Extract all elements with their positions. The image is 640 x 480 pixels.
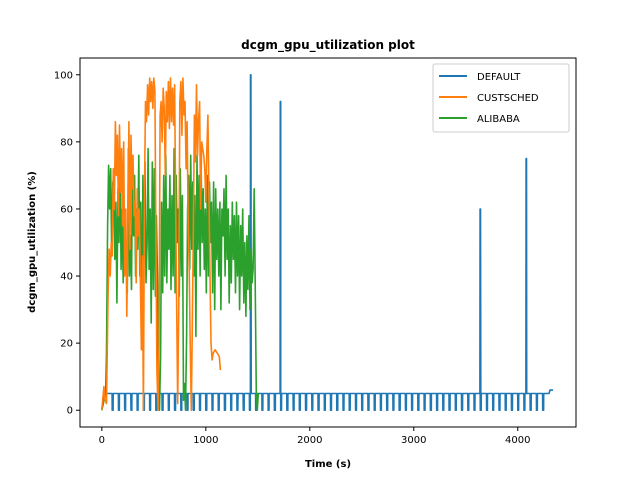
ticks-layer: 0 1000 2000 3000 4000 0 20 40 60 80 100 bbox=[54, 70, 531, 446]
y-tick-label: 0 bbox=[67, 406, 73, 417]
x-tick-label: 2000 bbox=[297, 435, 322, 446]
x-tick-label: 1000 bbox=[193, 435, 218, 446]
x-tick-label: 4000 bbox=[505, 435, 530, 446]
y-tick-label: 80 bbox=[60, 137, 73, 148]
series-layer bbox=[101, 74, 554, 411]
legend-label-alibaba: ALIBABA bbox=[477, 114, 520, 125]
y-tick-label: 100 bbox=[54, 70, 73, 81]
x-tick-label: 0 bbox=[99, 435, 105, 446]
legend-label-default: DEFAULT bbox=[477, 72, 521, 83]
chart-title: dcgm_gpu_utilization plot bbox=[241, 38, 415, 53]
y-axis-label: dcgm_gpu_utilization (%) bbox=[27, 171, 38, 313]
y-tick-label: 60 bbox=[60, 204, 73, 215]
legend-box bbox=[432, 63, 570, 133]
series-line-custsched bbox=[101, 77, 222, 411]
legend-label-custsched: CUSTSCHED bbox=[477, 93, 539, 104]
x-axis-label: Time (s) bbox=[305, 459, 351, 470]
y-tick-label: 20 bbox=[60, 339, 73, 350]
series-line-default bbox=[101, 74, 554, 411]
plot-frame bbox=[79, 57, 577, 428]
y-tick-label: 40 bbox=[60, 272, 73, 283]
x-tick-label: 3000 bbox=[401, 435, 426, 446]
legend: DEFAULT CUSTSCHED ALIBABA bbox=[432, 63, 570, 133]
